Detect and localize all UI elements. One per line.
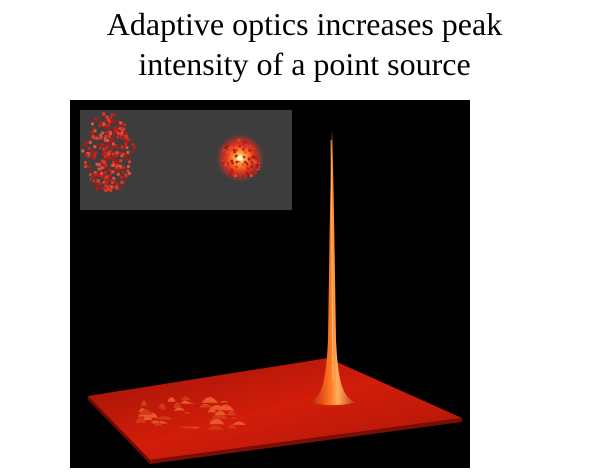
uncorrected-speckle-image: [81, 112, 136, 192]
title-line-1: Adaptive optics increases peak: [106, 6, 503, 42]
uncorrected-speckle-bumps: [135, 396, 246, 430]
title-line-2: intensity of a point source: [138, 46, 471, 82]
intensity-surface-svg: [80, 110, 462, 464]
corrected-intensity-peak: [310, 130, 356, 408]
intensity-surface-plane: [88, 358, 462, 464]
intensity-surface-figure: [70, 100, 470, 468]
slide-title: Adaptive optics increases peak intensity…: [0, 4, 609, 84]
corrected-spot-image: [216, 134, 264, 182]
inset-comparison-panel: [80, 110, 292, 210]
